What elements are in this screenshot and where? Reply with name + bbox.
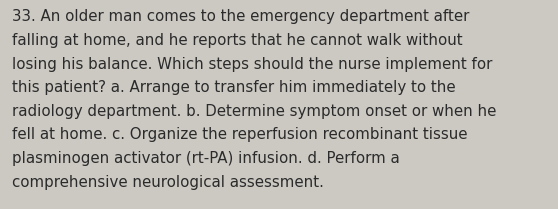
Text: fell at home. c. Organize the reperfusion recombinant tissue: fell at home. c. Organize the reperfusio…: [12, 127, 468, 143]
Text: losing his balance. Which steps should the nurse implement for: losing his balance. Which steps should t…: [12, 57, 493, 72]
Text: this patient? a. Arrange to transfer him immediately to the: this patient? a. Arrange to transfer him…: [12, 80, 456, 95]
Text: comprehensive neurological assessment.: comprehensive neurological assessment.: [12, 175, 324, 190]
Text: falling at home, and he reports that he cannot walk without: falling at home, and he reports that he …: [12, 33, 463, 48]
Text: plasminogen activator (rt-PA) infusion. d. Perform a: plasminogen activator (rt-PA) infusion. …: [12, 151, 400, 166]
Text: radiology department. b. Determine symptom onset or when he: radiology department. b. Determine sympt…: [12, 104, 497, 119]
Text: 33. An older man comes to the emergency department after: 33. An older man comes to the emergency …: [12, 9, 470, 24]
